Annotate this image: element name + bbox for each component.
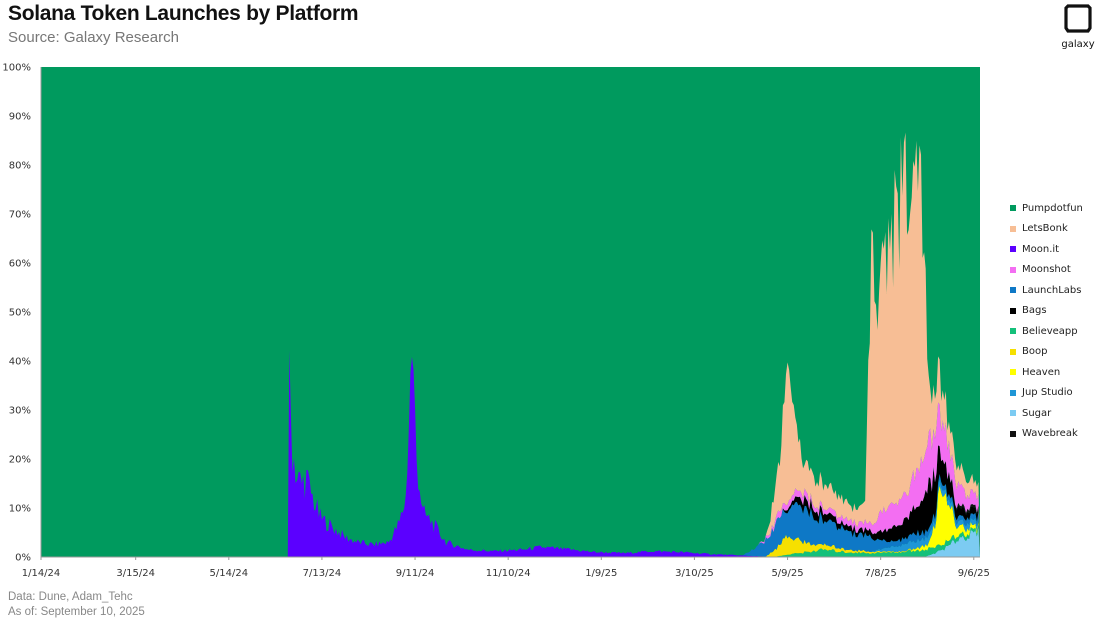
x-tick-label: 9/6/25 xyxy=(958,568,990,579)
y-tick-label: 20% xyxy=(9,455,31,466)
x-tick-label: 7/13/24 xyxy=(303,568,342,579)
legend-label: Believeapp xyxy=(1022,325,1078,337)
area-series-bags xyxy=(41,350,980,557)
x-tick-label: 3/10/25 xyxy=(675,568,714,579)
y-tick-label: 40% xyxy=(9,357,31,368)
chart-legend: Pumpdotfun LetsBonk Moon.it Moonshot LaunchL… xyxy=(1010,198,1098,444)
x-tick-label: 5/9/25 xyxy=(771,568,803,579)
legend-swatch xyxy=(1010,410,1016,417)
legend-item-launchlabs: LaunchLabs xyxy=(1010,280,1098,301)
as-of-note: As of: September 10, 2025 xyxy=(8,606,145,618)
y-tick-label: 100% xyxy=(2,63,31,74)
legend-swatch xyxy=(1010,369,1016,376)
legend-label: LetsBonk xyxy=(1022,223,1068,235)
chart-subtitle: Source: Galaxy Research xyxy=(8,29,179,46)
y-tick-label: 70% xyxy=(9,210,31,221)
legend-swatch xyxy=(1010,348,1016,355)
galaxy-logo-icon xyxy=(1064,4,1092,33)
legend-swatch xyxy=(1010,246,1016,253)
area-series-pumpdotfun xyxy=(41,67,980,557)
x-tick-label: 9/11/24 xyxy=(396,568,435,579)
stacked-area-chart: 0% 10% 20% 30% 40% 50% 60% 70% 80% 90% 100% 1/14/24… xyxy=(2,63,990,580)
legend-swatch xyxy=(1010,389,1016,396)
y-tick-label: 50% xyxy=(9,308,31,319)
legend-item-bags: Bags xyxy=(1010,301,1098,322)
x-tick-label: 11/10/24 xyxy=(486,568,531,579)
chart-title: Solana Token Launches by Platform xyxy=(8,2,359,25)
legend-swatch xyxy=(1010,205,1016,212)
legend-label: Pumpdotfun xyxy=(1022,202,1083,214)
data-source-note: Data: Dune, Adam_Tehc xyxy=(8,591,133,603)
legend-item-jup-studio: Jup Studio xyxy=(1010,383,1098,404)
chart-footer: Data: Dune, Adam_Tehc As of: September 1… xyxy=(8,590,145,620)
legend-item-moon-it: Moon.it xyxy=(1010,239,1098,260)
galaxy-logo: galaxy xyxy=(1058,4,1098,50)
legend-swatch xyxy=(1010,225,1016,232)
legend-item-believeapp: Believeapp xyxy=(1010,321,1098,342)
legend-item-moonshot: Moonshot xyxy=(1010,260,1098,281)
y-tick-label: 90% xyxy=(9,112,31,123)
logo-label: galaxy xyxy=(1061,39,1095,50)
legend-label: Boop xyxy=(1022,346,1048,358)
legend-label: Moonshot xyxy=(1022,264,1071,276)
legend-item-pumpdotfun: Pumpdotfun xyxy=(1010,198,1098,219)
y-tick-label: 30% xyxy=(9,406,31,417)
legend-item-sugar: Sugar xyxy=(1010,403,1098,424)
legend-swatch xyxy=(1010,328,1016,335)
y-tick-label: 10% xyxy=(9,504,31,515)
x-tick-label: 1/14/24 xyxy=(22,568,61,579)
legend-label: Sugar xyxy=(1022,407,1052,419)
legend-label: Jup Studio xyxy=(1022,387,1073,399)
legend-label: Bags xyxy=(1022,305,1047,317)
legend-item-boop: Boop xyxy=(1010,342,1098,363)
legend-item-heaven: Heaven xyxy=(1010,362,1098,383)
legend-item-wavebreak: Wavebreak xyxy=(1010,424,1098,445)
x-tick-label: 3/15/24 xyxy=(116,568,155,579)
legend-swatch xyxy=(1010,287,1016,294)
legend-label: Heaven xyxy=(1022,366,1061,378)
y-tick-label: 60% xyxy=(9,259,31,270)
legend-swatch xyxy=(1010,266,1016,273)
legend-swatch xyxy=(1010,430,1016,437)
legend-label: Moon.it xyxy=(1022,243,1060,255)
y-tick-label: 0% xyxy=(15,553,31,564)
x-tick-label: 7/8/25 xyxy=(865,568,897,579)
legend-item-letsbonk: LetsBonk xyxy=(1010,219,1098,240)
x-tick-label: 5/14/24 xyxy=(210,568,249,579)
x-tick-label: 1/9/25 xyxy=(585,568,617,579)
legend-label: LaunchLabs xyxy=(1022,284,1082,296)
legend-label: Wavebreak xyxy=(1022,428,1078,440)
legend-swatch xyxy=(1010,307,1016,314)
y-tick-label: 80% xyxy=(9,161,31,172)
